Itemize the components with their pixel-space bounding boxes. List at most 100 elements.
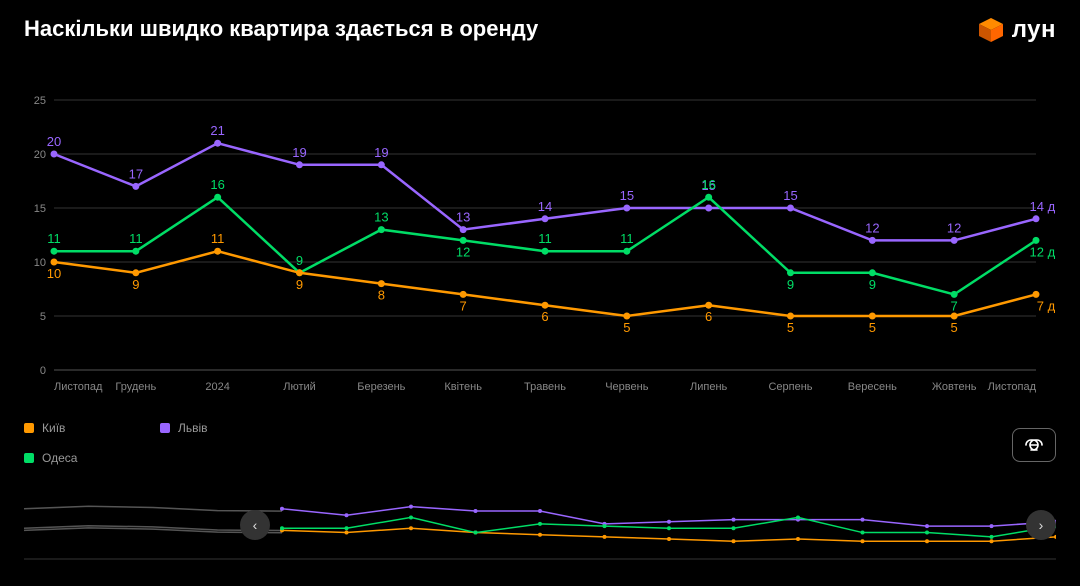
data-label: 11 [47,231,61,246]
data-label: 10 [47,266,61,281]
data-label: 9 [869,277,876,292]
data-point [132,248,139,255]
chart-svg: 0510152025ЛистопадГрудень2024ЛютийБерезе… [24,90,1056,400]
data-point [296,161,303,168]
nav-prev-button[interactable]: ‹ [240,510,270,540]
data-label: 13 [456,210,470,225]
legend-swatch [24,453,34,463]
data-point [705,205,712,212]
data-point [869,313,876,320]
svg-text:15: 15 [34,203,46,215]
svg-text:Жовтень: Жовтень [932,381,977,393]
data-label: 14 дн. [1030,199,1056,214]
data-point [1033,215,1040,222]
svg-text:Червень: Червень [605,381,648,393]
data-label: 5 [623,320,630,335]
data-point [378,226,385,233]
data-point [951,237,958,244]
data-point [787,269,794,276]
data-label: 7 [460,298,467,313]
data-label: 11 [129,231,143,246]
data-point [623,248,630,255]
data-label: 5 [787,320,794,335]
logo: лун [978,16,1056,44]
data-point [623,205,630,212]
data-point [542,215,549,222]
data-label: 21 [210,123,224,138]
data-point [132,269,139,276]
data-point [705,194,712,201]
page-title: Наскільки швидко квартира здається в оре… [24,16,538,42]
data-point [623,313,630,320]
legend-label: Одеса [42,451,77,465]
data-label: 20 [47,134,61,149]
svg-text:Липень: Липень [690,381,728,393]
data-label: 8 [378,288,385,303]
svg-text:Грудень: Грудень [115,381,156,393]
data-label: 15 [783,188,797,203]
data-point [460,237,467,244]
cube-icon [978,17,1004,43]
series-line [54,143,1036,240]
data-label: 9 [787,277,794,292]
svg-text:Лютий: Лютий [283,381,316,393]
data-label: 16 [701,177,715,192]
navigator[interactable]: ‹ › [24,490,1056,560]
data-label: 12 [456,244,470,259]
data-point [951,313,958,320]
svg-text:10: 10 [34,257,46,269]
legend-swatch [24,423,34,433]
legend: Київ Львів Одеса [24,416,280,470]
data-point [214,194,221,201]
chevron-right-icon: › [1039,517,1044,533]
data-label: 12 [947,220,961,235]
legend-label: Львів [178,421,208,435]
data-label: 16 [210,177,224,192]
svg-text:0: 0 [40,365,46,377]
data-point [705,302,712,309]
data-point [378,280,385,287]
chevron-left-icon: ‹ [253,517,258,533]
data-point [214,140,221,147]
link-icon [1024,438,1044,452]
data-point [460,226,467,233]
data-label: 11 [538,231,552,246]
data-point [51,248,58,255]
data-label: 7 дн. [1037,298,1056,313]
data-point [542,248,549,255]
data-label: 14 [538,199,552,214]
navigator-svg [24,490,1056,560]
svg-text:Вересень: Вересень [848,381,897,393]
svg-text:5: 5 [40,311,46,323]
data-label: 9 [296,277,303,292]
legend-item[interactable]: Київ [24,416,144,440]
svg-text:20: 20 [34,149,46,161]
legend-item[interactable]: Одеса [24,446,144,470]
data-label: 6 [705,309,712,324]
data-label: 5 [951,320,958,335]
svg-text:Серпень: Серпень [768,381,812,393]
page: Наскільки швидко квартира здається в оре… [0,0,1080,586]
data-point [787,313,794,320]
logo-text: лун [1012,16,1056,44]
data-label: 19 [374,145,388,160]
data-point [51,259,58,266]
data-label: 5 [869,320,876,335]
svg-text:2024: 2024 [205,381,229,393]
data-label: 9 [132,277,139,292]
nav-next-button[interactable]: › [1026,510,1056,540]
data-label: 6 [541,309,548,324]
data-point [214,248,221,255]
copy-link-button[interactable] [1012,428,1056,462]
header: Наскільки швидко квартира здається в оре… [0,0,1080,52]
legend-swatch [160,423,170,433]
legend-item[interactable]: Львів [160,416,280,440]
data-point [869,269,876,276]
data-label: 17 [129,166,143,181]
data-label: 7 [951,298,958,313]
data-label: 11 [211,231,225,246]
data-point [296,269,303,276]
svg-text:Березень: Березень [357,381,405,393]
svg-text:Квітень: Квітень [444,381,482,393]
data-point [378,161,385,168]
